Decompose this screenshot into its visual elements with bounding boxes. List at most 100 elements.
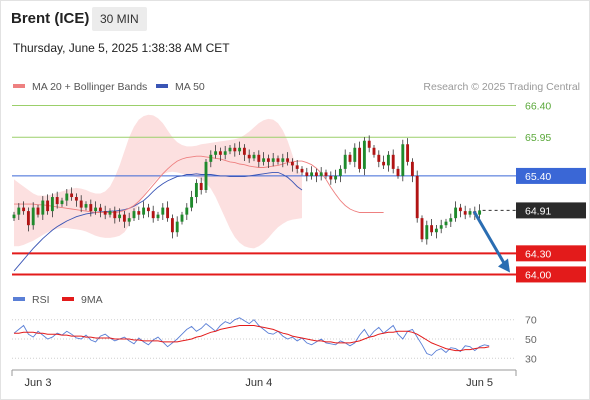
candle-body bbox=[228, 147, 232, 152]
candle-body bbox=[166, 207, 170, 219]
candle bbox=[170, 214, 174, 239]
candle bbox=[156, 211, 160, 221]
level-label-66.40: 66.40 bbox=[525, 101, 551, 113]
candle bbox=[98, 203, 102, 218]
candle-body bbox=[262, 158, 266, 162]
candle bbox=[175, 216, 179, 237]
interval-badge[interactable]: 30 MIN bbox=[92, 7, 147, 31]
candle bbox=[454, 201, 458, 222]
legend-swatch-rsi bbox=[13, 297, 25, 301]
candle-body bbox=[190, 197, 194, 208]
rsi-ma-line bbox=[14, 325, 490, 352]
candle bbox=[406, 138, 410, 166]
candle-body bbox=[463, 211, 467, 215]
candle bbox=[161, 203, 165, 220]
x-tick-label: Jun 3 bbox=[25, 377, 52, 389]
candle-body bbox=[137, 211, 141, 215]
candle-body bbox=[238, 147, 242, 152]
candle-body bbox=[286, 158, 290, 162]
candle bbox=[396, 166, 400, 179]
candle bbox=[108, 208, 112, 218]
candle-body bbox=[386, 154, 390, 166]
candle bbox=[185, 203, 189, 220]
candle-body bbox=[156, 214, 160, 219]
candle-body bbox=[391, 154, 395, 169]
legend-label-ma20: MA 20 + Bollinger Bands bbox=[32, 81, 147, 93]
candle-body bbox=[377, 154, 381, 162]
candle bbox=[439, 219, 443, 234]
candle bbox=[434, 225, 438, 239]
candle bbox=[142, 201, 146, 219]
candle bbox=[84, 201, 88, 211]
level-label-64.00: 64.00 bbox=[525, 269, 551, 281]
candle-body bbox=[118, 214, 122, 219]
candle bbox=[79, 195, 83, 213]
candle bbox=[372, 144, 376, 158]
candle bbox=[252, 152, 256, 162]
legend-swatch-ma20 bbox=[13, 84, 25, 88]
x-tick-label: Jun 5 bbox=[466, 377, 493, 389]
candle-body bbox=[218, 151, 222, 155]
candle bbox=[286, 152, 290, 166]
main-legend: MA 20 + Bollinger Bands MA 50 Research ©… bbox=[13, 81, 580, 93]
candle bbox=[194, 179, 198, 204]
candle-body bbox=[41, 200, 45, 215]
candle bbox=[26, 207, 30, 232]
current-price-tag bbox=[516, 202, 586, 219]
candle bbox=[12, 211, 16, 221]
candle bbox=[377, 150, 381, 168]
candle bbox=[449, 213, 453, 228]
candle bbox=[420, 215, 424, 243]
candle-body bbox=[247, 154, 251, 159]
candle-body bbox=[449, 218, 453, 222]
candle-body bbox=[55, 197, 59, 205]
candle-body bbox=[175, 221, 179, 233]
candle bbox=[444, 218, 448, 228]
level-tag-64.30 bbox=[516, 245, 586, 262]
candle-body bbox=[113, 211, 117, 219]
candle-body bbox=[214, 151, 218, 155]
candle-body bbox=[146, 207, 150, 212]
candle bbox=[50, 193, 54, 218]
candle bbox=[329, 171, 333, 185]
candle bbox=[314, 168, 318, 183]
candle-body bbox=[401, 144, 405, 176]
candle bbox=[295, 160, 299, 174]
candle-body bbox=[185, 207, 189, 215]
candle-body bbox=[478, 210, 482, 215]
candle-body bbox=[70, 193, 74, 198]
candle-body bbox=[396, 168, 400, 176]
level-tag-64.00 bbox=[516, 266, 586, 283]
candle-body bbox=[343, 154, 347, 169]
candle bbox=[122, 210, 126, 228]
candles bbox=[12, 135, 482, 245]
candle bbox=[382, 155, 386, 170]
candle-body bbox=[458, 207, 462, 212]
rsi-panel: 70 50 30 bbox=[12, 315, 537, 365]
candle bbox=[60, 197, 64, 207]
forecast-arrow-head bbox=[498, 258, 510, 273]
candle-body bbox=[108, 211, 112, 215]
candle-body bbox=[79, 200, 83, 208]
level-label-64.30: 64.30 bbox=[525, 248, 551, 260]
candle bbox=[334, 169, 338, 184]
legend-swatch-ma50 bbox=[156, 84, 168, 88]
candle bbox=[338, 165, 342, 183]
candle bbox=[127, 212, 131, 227]
instrument-title: Brent (ICE) bbox=[11, 10, 90, 27]
candle-body bbox=[122, 214, 126, 222]
candle bbox=[118, 208, 122, 222]
candle bbox=[65, 189, 69, 206]
candle bbox=[55, 191, 59, 209]
candle-body bbox=[12, 214, 16, 219]
candle bbox=[362, 137, 366, 176]
candle bbox=[324, 169, 328, 179]
candle bbox=[257, 150, 261, 168]
candle bbox=[214, 145, 218, 159]
candle bbox=[31, 202, 35, 230]
candle-body bbox=[324, 172, 328, 176]
candle bbox=[46, 194, 50, 215]
candle-body bbox=[276, 158, 280, 162]
candle bbox=[209, 150, 213, 168]
